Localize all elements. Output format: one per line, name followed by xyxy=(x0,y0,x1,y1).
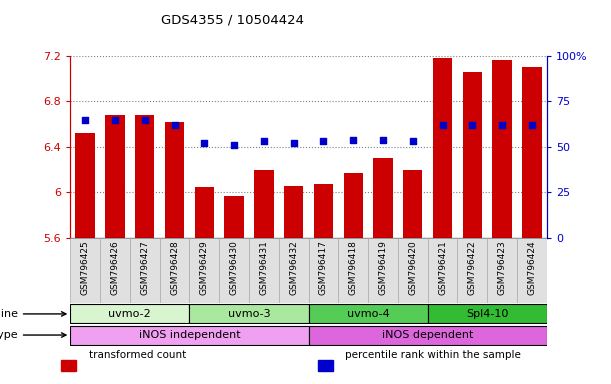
Bar xyxy=(428,305,547,323)
Point xyxy=(259,138,269,144)
Point xyxy=(80,116,90,122)
Bar xyxy=(279,238,309,303)
Point xyxy=(467,122,477,128)
Bar xyxy=(130,238,159,303)
Bar xyxy=(195,187,214,238)
Bar xyxy=(61,360,76,371)
Text: GSM796420: GSM796420 xyxy=(408,240,417,295)
Bar xyxy=(100,238,130,303)
Bar xyxy=(398,238,428,303)
Point xyxy=(437,122,447,128)
Text: GSM796423: GSM796423 xyxy=(498,240,507,295)
Bar xyxy=(224,196,244,238)
Text: cell type: cell type xyxy=(0,330,66,340)
Bar xyxy=(249,238,279,303)
Bar xyxy=(165,122,184,238)
Bar xyxy=(159,238,189,303)
Bar xyxy=(70,305,189,323)
Text: GSM796432: GSM796432 xyxy=(289,240,298,295)
Bar xyxy=(105,115,125,238)
Point xyxy=(110,116,120,122)
Point xyxy=(289,140,299,146)
Point xyxy=(527,122,537,128)
Text: GSM796424: GSM796424 xyxy=(527,240,536,295)
Bar xyxy=(284,185,303,238)
Text: GSM796430: GSM796430 xyxy=(230,240,238,295)
Bar xyxy=(314,184,333,238)
Text: GSM796428: GSM796428 xyxy=(170,240,179,295)
Bar xyxy=(135,115,155,238)
Point xyxy=(199,140,209,146)
Text: GSM796429: GSM796429 xyxy=(200,240,209,295)
Point xyxy=(318,138,328,144)
Bar xyxy=(309,238,338,303)
Bar xyxy=(343,173,363,238)
Bar xyxy=(458,238,488,303)
Bar xyxy=(70,238,100,303)
Bar xyxy=(76,133,95,238)
Bar xyxy=(373,158,393,238)
Point xyxy=(140,116,150,122)
Text: transformed count: transformed count xyxy=(89,350,186,360)
Bar xyxy=(517,238,547,303)
Point xyxy=(497,122,507,128)
Text: uvmo-4: uvmo-4 xyxy=(347,309,389,319)
Bar xyxy=(433,58,452,238)
Point xyxy=(408,138,418,144)
Bar xyxy=(338,238,368,303)
Point xyxy=(348,136,358,142)
Bar xyxy=(522,67,541,238)
Text: GSM796427: GSM796427 xyxy=(141,240,149,295)
Bar xyxy=(492,60,512,238)
Text: uvmo-3: uvmo-3 xyxy=(228,309,270,319)
Bar xyxy=(403,170,422,238)
Text: cell line: cell line xyxy=(0,309,66,319)
Bar xyxy=(309,326,547,344)
Point xyxy=(229,142,239,148)
Bar xyxy=(318,360,333,371)
Text: GSM796421: GSM796421 xyxy=(438,240,447,295)
Text: GSM796418: GSM796418 xyxy=(349,240,357,295)
Text: GSM796425: GSM796425 xyxy=(81,240,90,295)
Text: iNOS independent: iNOS independent xyxy=(139,330,240,340)
Bar xyxy=(219,238,249,303)
Text: GSM796431: GSM796431 xyxy=(260,240,268,295)
Bar xyxy=(189,305,309,323)
Bar xyxy=(309,305,428,323)
Text: percentile rank within the sample: percentile rank within the sample xyxy=(345,350,521,360)
Bar xyxy=(368,238,398,303)
Text: iNOS dependent: iNOS dependent xyxy=(382,330,474,340)
Text: GSM796419: GSM796419 xyxy=(379,240,387,295)
Point xyxy=(170,122,180,128)
Bar xyxy=(488,238,517,303)
Bar xyxy=(463,72,482,238)
Text: Spl4-10: Spl4-10 xyxy=(466,309,508,319)
Bar xyxy=(70,326,309,344)
Text: GSM796426: GSM796426 xyxy=(111,240,119,295)
Text: GSM796422: GSM796422 xyxy=(468,240,477,295)
Text: GSM796417: GSM796417 xyxy=(319,240,328,295)
Text: uvmo-2: uvmo-2 xyxy=(109,309,151,319)
Bar xyxy=(428,238,458,303)
Text: GDS4355 / 10504424: GDS4355 / 10504424 xyxy=(161,13,304,26)
Bar xyxy=(254,170,274,238)
Bar xyxy=(189,238,219,303)
Point xyxy=(378,136,388,142)
